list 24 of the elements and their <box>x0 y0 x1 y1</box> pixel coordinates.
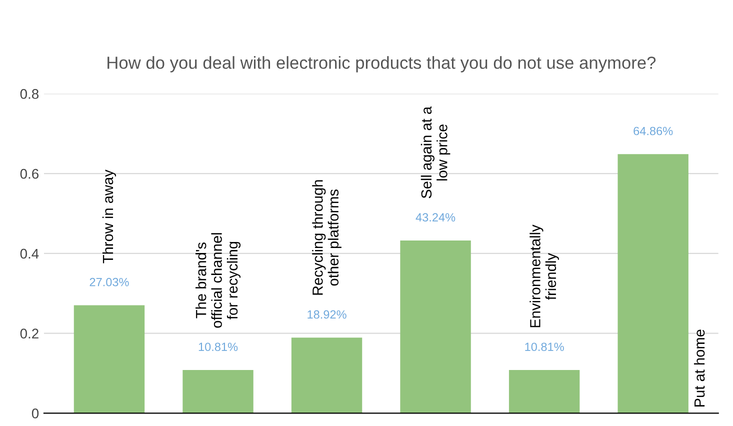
y-tick-label: 0.2 <box>20 328 38 339</box>
bar <box>508 370 580 414</box>
data-label: 27.03% <box>90 278 129 286</box>
data-label: 10.81% <box>525 342 564 352</box>
data-label: 10.81% <box>198 342 238 352</box>
y-tick-label: 0 <box>32 408 39 418</box>
chart-title: How do you deal with electronic products that you do not use anymore? <box>108 56 656 72</box>
x-tick-label: The brand's official channel for recycling <box>196 233 241 328</box>
bar <box>182 370 254 414</box>
y-tick-label: 0.6 <box>20 168 39 179</box>
bar <box>400 240 471 414</box>
data-label: 64.86% <box>634 126 673 136</box>
bar <box>618 154 688 414</box>
x-tick-label: Put at home <box>694 330 705 406</box>
data-label: 43.24% <box>416 213 456 222</box>
y-tick-label: 0.8 <box>20 89 39 99</box>
bar <box>291 338 362 414</box>
x-tick-label: Environmentally friendly <box>530 224 559 328</box>
bar <box>74 305 145 414</box>
x-tick-label: Throw in away <box>102 170 116 264</box>
x-tick-label: Recycling through other platforms <box>312 180 342 295</box>
y-tick-label: 0.4 <box>20 248 39 259</box>
x-tick-label: Sell again at a low price <box>420 106 450 198</box>
data-label: 18.92% <box>308 310 346 319</box>
